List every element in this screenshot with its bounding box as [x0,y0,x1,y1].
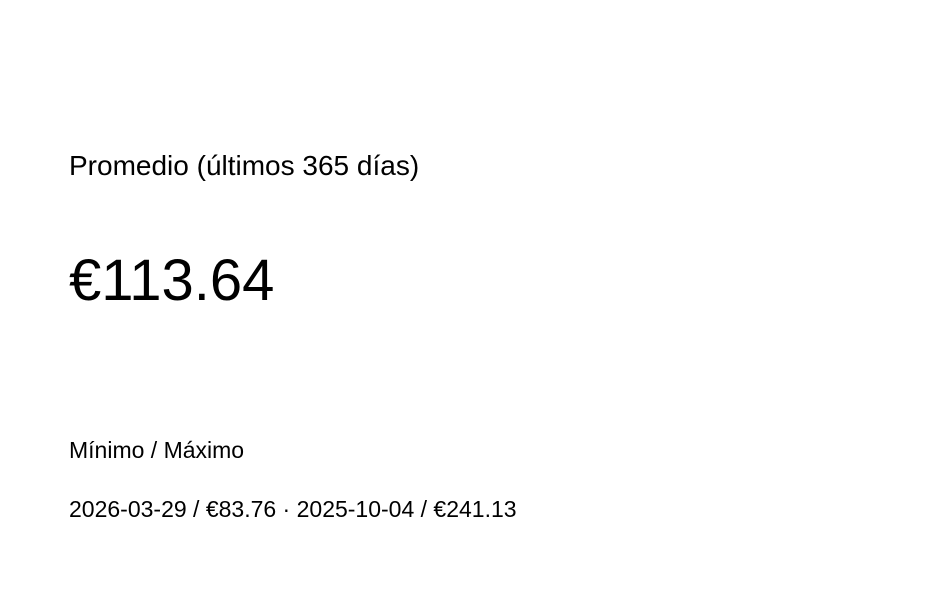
min-max-value: 2026-03-29 / €83.76 · 2025-10-04 / €241.… [69,496,517,522]
average-label: Promedio (últimos 365 días) [69,150,420,181]
min-max-label: Mínimo / Máximo [69,437,245,463]
average-value: €113.64 [69,248,275,313]
